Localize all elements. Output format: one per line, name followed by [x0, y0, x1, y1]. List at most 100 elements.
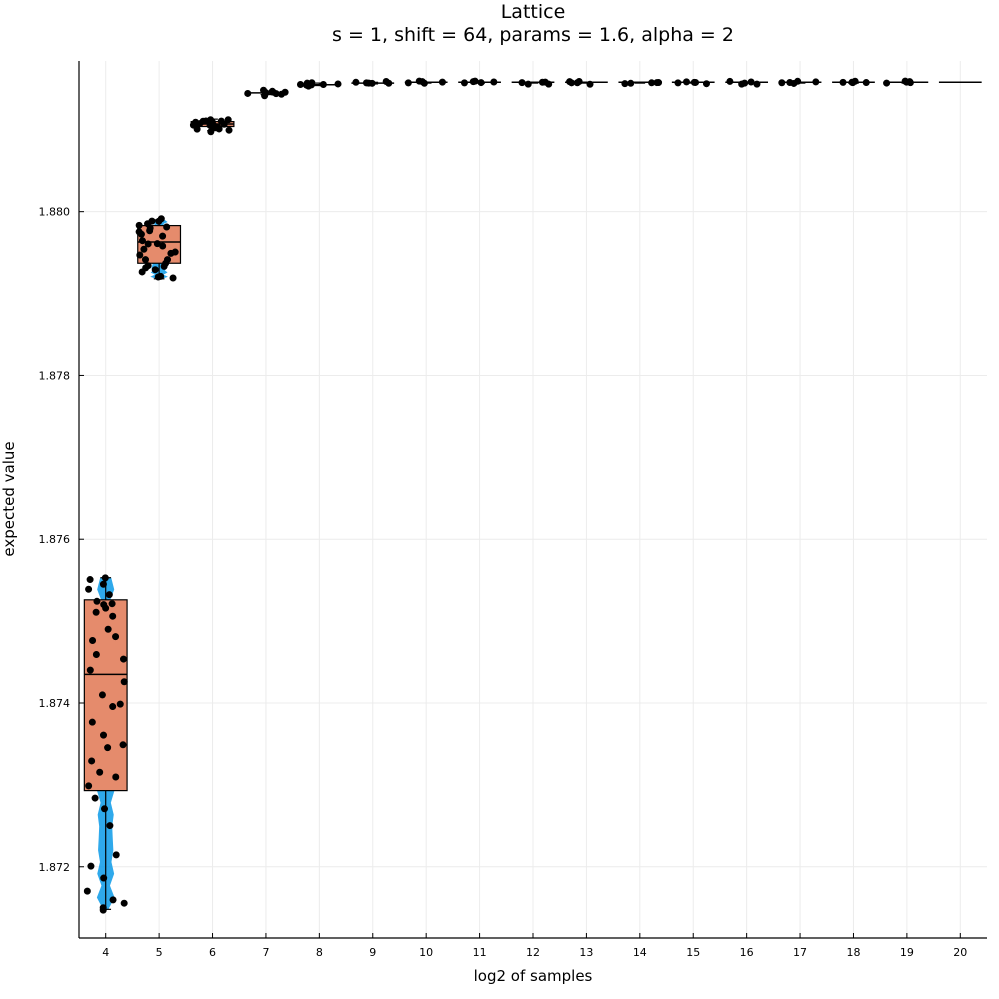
sample-point	[154, 273, 162, 281]
x-tick-label: 10	[419, 946, 433, 959]
y-tick-label: 1.876	[39, 533, 71, 546]
sample-point	[812, 78, 820, 86]
sample-point	[100, 601, 108, 609]
sample-point	[726, 77, 734, 85]
sample-point	[460, 79, 468, 87]
sample-point	[105, 591, 113, 599]
sample-point	[518, 79, 526, 87]
x-tick-label: 14	[633, 946, 647, 959]
sample-point	[92, 650, 100, 658]
sample-point	[627, 79, 635, 87]
sample-point	[136, 251, 144, 259]
sample-point	[101, 805, 109, 813]
y-tick-label: 1.874	[39, 697, 71, 710]
sample-point	[753, 80, 761, 88]
sample-point	[88, 757, 96, 765]
sample-point	[138, 237, 146, 245]
x-tick-label: 20	[953, 946, 967, 959]
x-tick-label: 7	[262, 946, 269, 959]
x-tick-label: 8	[316, 946, 323, 959]
point-layer	[83, 77, 914, 914]
sample-point	[100, 731, 108, 739]
sample-point	[88, 718, 96, 726]
sample-point	[120, 899, 128, 907]
sample-point	[365, 79, 373, 87]
sample-point	[109, 896, 117, 904]
sample-point	[87, 862, 95, 870]
sample-point	[269, 88, 277, 96]
sample-point	[225, 126, 233, 134]
sample-point	[674, 79, 682, 87]
sample-point	[244, 89, 252, 97]
sample-point	[167, 249, 175, 257]
sample-point	[586, 80, 594, 88]
sample-point	[116, 700, 124, 708]
sample-point	[307, 81, 315, 89]
sample-point	[277, 90, 285, 98]
y-tick-label: 1.880	[39, 206, 71, 219]
sample-point	[86, 576, 94, 584]
sample-point	[160, 262, 168, 270]
sample-point	[490, 78, 498, 86]
sample-point	[224, 116, 232, 124]
sample-point	[106, 822, 114, 830]
sample-point	[352, 78, 360, 86]
sample-point	[104, 744, 112, 752]
sample-point	[120, 655, 128, 663]
sample-point	[404, 79, 412, 87]
sample-point	[207, 128, 215, 136]
sample-point	[163, 223, 171, 231]
sample-point	[193, 125, 201, 133]
sample-point	[135, 221, 143, 229]
x-tick-label: 17	[793, 946, 807, 959]
sample-point	[96, 768, 104, 776]
sample-point	[741, 79, 749, 87]
sample-point	[169, 274, 177, 282]
sample-point	[112, 851, 120, 859]
sample-point	[385, 79, 393, 87]
sample-point	[98, 691, 106, 699]
sample-point	[92, 608, 100, 616]
sample-point	[214, 123, 222, 131]
sample-point	[86, 666, 94, 674]
sample-point	[790, 79, 798, 87]
x-tick-label: 16	[740, 946, 754, 959]
sample-point	[648, 79, 656, 87]
sample-point	[296, 80, 304, 88]
grid-lines	[79, 61, 987, 938]
sample-point	[575, 77, 583, 85]
sample-point	[682, 78, 690, 86]
sample-point	[93, 597, 101, 605]
sample-point	[839, 78, 847, 86]
sample-point	[541, 78, 549, 86]
chart-title: Lattice	[501, 1, 566, 23]
sample-point	[418, 78, 426, 86]
sample-point	[778, 79, 786, 87]
x-tick-label: 5	[156, 946, 163, 959]
sample-point	[83, 887, 91, 895]
y-tick-label: 1.878	[39, 369, 71, 382]
violin-layer	[96, 219, 169, 910]
sample-point	[261, 92, 269, 100]
sample-point	[104, 625, 112, 633]
sample-point	[109, 703, 117, 711]
sample-point	[862, 79, 870, 87]
sample-point	[85, 782, 93, 790]
sample-point	[89, 636, 97, 644]
y-axis-label: expected value	[0, 441, 18, 556]
sample-point	[140, 245, 148, 253]
sample-point	[144, 240, 152, 248]
sample-point	[690, 78, 698, 86]
x-tick-label: 6	[209, 946, 216, 959]
x-tick-label: 13	[579, 946, 593, 959]
chart-subtitle: s = 1, shift = 64, params = 1.6, alpha =…	[332, 24, 734, 46]
x-axis-label: log2 of samples	[474, 967, 593, 985]
x-tick-label: 19	[900, 946, 914, 959]
sample-point	[568, 79, 576, 87]
sample-point	[119, 741, 127, 749]
sample-point	[112, 773, 120, 781]
x-tick-label: 9	[369, 946, 376, 959]
x-tick-label: 12	[526, 946, 540, 959]
sample-point	[101, 574, 109, 582]
